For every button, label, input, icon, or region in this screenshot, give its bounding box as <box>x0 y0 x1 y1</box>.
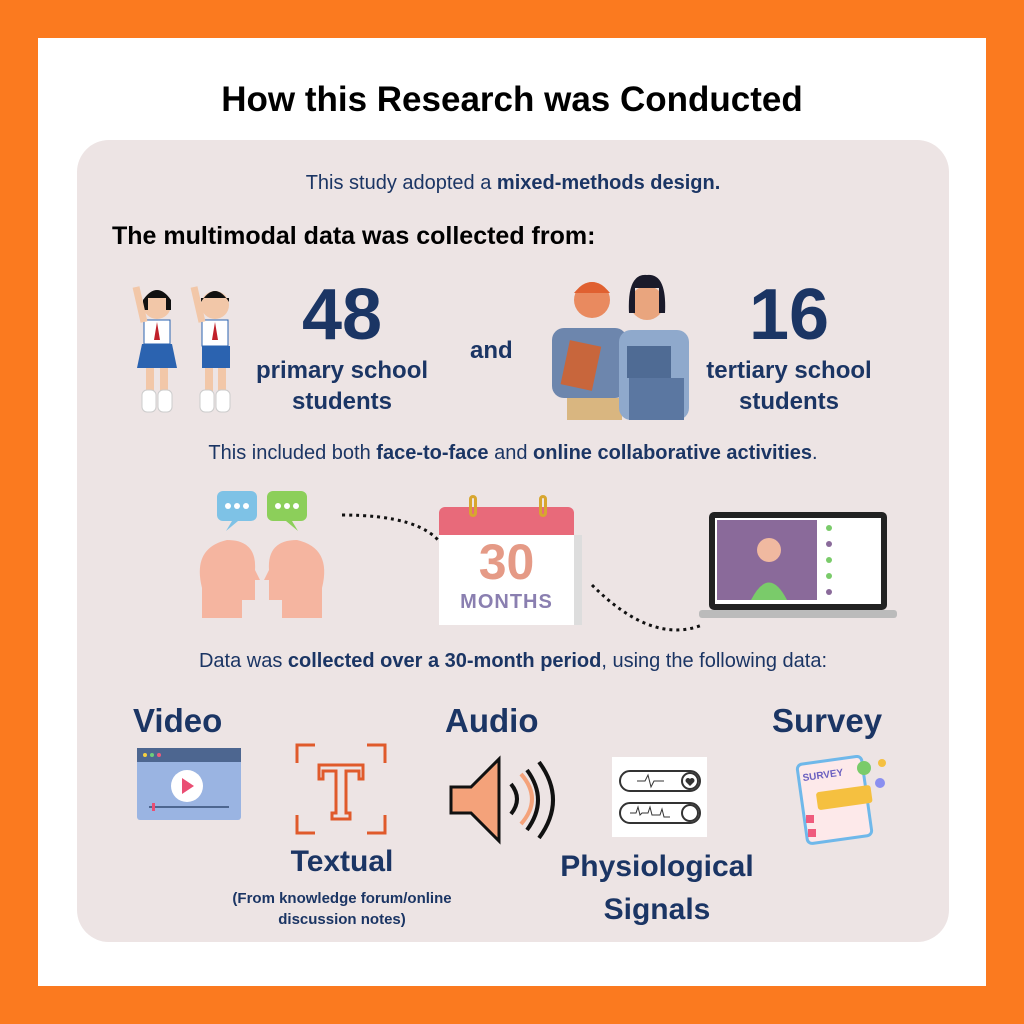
physiological-signals-icon <box>612 757 707 837</box>
period-text: Data was collected over a 30-month perio… <box>198 650 828 672</box>
calendar-icon: 30 MONTHS <box>439 495 589 625</box>
content-card: This study adopted a mixed-methods desig… <box>77 140 949 942</box>
tertiary-students-illustration <box>552 274 689 420</box>
video-label: Video <box>133 702 223 739</box>
video-player-icon <box>137 748 241 820</box>
physiological-label: Physiological Signals <box>560 850 754 926</box>
speaker-icon <box>449 755 555 845</box>
audio-label: Audio <box>445 702 539 739</box>
face-to-face-icon <box>199 491 325 618</box>
text-icon <box>295 743 387 835</box>
intro-text: This study adopted a mixed-methods desig… <box>305 172 721 194</box>
textual-label: Textual <box>290 845 394 878</box>
tertiary-group: 16 tertiary school students <box>706 275 872 415</box>
survey-icon: SURVEY <box>795 755 886 845</box>
primary-students-illustration <box>132 286 231 413</box>
and-text: and <box>470 337 513 364</box>
survey-label: Survey <box>772 702 883 739</box>
activities-text: This included both face-to-face and onli… <box>208 442 818 464</box>
connector-dotted-lines <box>341 513 703 632</box>
textual-note: (From knowledge forum/online discussion n… <box>232 890 452 928</box>
online-laptop-icon <box>699 512 897 618</box>
section-heading: The multimodal data was collected from: <box>112 222 596 250</box>
primary-group: 48 primary school students <box>255 275 429 415</box>
page-title: How this Research was Conducted <box>221 80 803 119</box>
